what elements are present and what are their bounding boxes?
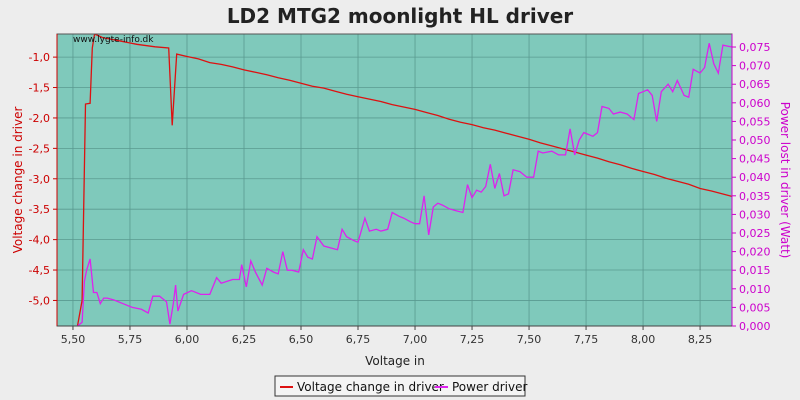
x-tick-label: 8,00 xyxy=(631,333,656,346)
y-right-tick-label: 0,025 xyxy=(739,227,771,240)
x-tick-label: 6,00 xyxy=(175,333,200,346)
x-tick-label: 8,25 xyxy=(688,333,713,346)
y-right-tick-label: 0,060 xyxy=(739,97,771,110)
y-right-tick-label: 0,035 xyxy=(739,190,771,203)
power-driver-line xyxy=(77,43,732,326)
y-right-tick-label: 0,050 xyxy=(739,134,771,147)
voltage-change-line xyxy=(76,34,732,326)
x-tick-label: 7,75 xyxy=(574,333,599,346)
y-right-tick-label: 0,005 xyxy=(739,301,771,314)
y-left-tick-label: -3,0 xyxy=(29,173,50,186)
x-tick-label: 6,25 xyxy=(232,333,257,346)
y-left-tick-label: -3,5 xyxy=(29,203,50,216)
axes: 5,50 5,75 6,00 6,25 6,50 6,75 7,00 7,25 7,50 7,75… xyxy=(29,34,771,346)
plot-area xyxy=(57,34,732,326)
y-left-axis-title: Voltage change in driver xyxy=(11,107,25,254)
y-right-tick-label: 0,055 xyxy=(739,115,771,128)
grid xyxy=(57,34,732,326)
y-right-tick-label: 0,030 xyxy=(739,208,771,221)
x-tick-label: 5,50 xyxy=(61,333,86,346)
watermark: www.lygte-info.dk xyxy=(73,35,154,45)
x-tick-label: 7,00 xyxy=(403,333,428,346)
y-right-tick-label: 0,015 xyxy=(739,264,771,277)
chart-title: LD2 MTG2 moonlight HL driver xyxy=(227,4,573,28)
y-left-tick-label: -4,5 xyxy=(29,264,50,277)
y-right-tick-label: 0,070 xyxy=(739,60,771,73)
y-right-tick-label: 0,045 xyxy=(739,153,771,166)
y-right-tick-label: 0,000 xyxy=(739,320,771,333)
y-left-tick-label: -2,0 xyxy=(29,112,50,125)
legend-label-voltage: Voltage change in driver xyxy=(297,380,444,394)
x-tick-label: 5,75 xyxy=(118,333,143,346)
y-left-tick-label: -4,0 xyxy=(29,234,50,247)
legend: Voltage change in driver Power driver xyxy=(274,375,527,397)
legend-label-power: Power driver xyxy=(452,380,527,394)
x-tick-label: 6,50 xyxy=(289,333,314,346)
y-left-tick-label: -2,5 xyxy=(29,142,50,155)
x-tick-label: 7,50 xyxy=(517,333,542,346)
y-left-tick-label: -1,5 xyxy=(29,82,50,95)
x-tick-label: 6,75 xyxy=(346,333,371,346)
y-left-tick-label: -5,0 xyxy=(29,294,50,307)
y-right-tick-label: 0,040 xyxy=(739,171,771,184)
x-axis-title: Voltage in xyxy=(365,354,425,368)
y-right-tick-label: 0,010 xyxy=(739,283,771,296)
y-right-axis-title: Power lost in driver (Watt) xyxy=(778,102,792,259)
y-left-tick-label: -1,0 xyxy=(29,51,50,64)
legend-box xyxy=(274,375,526,397)
data-layer xyxy=(76,34,732,326)
y-right-tick-label: 0,020 xyxy=(739,246,771,259)
y-right-tick-label: 0,065 xyxy=(739,78,771,91)
x-tick-label: 7,25 xyxy=(460,333,485,346)
y-right-tick-label: 0,075 xyxy=(739,41,771,54)
